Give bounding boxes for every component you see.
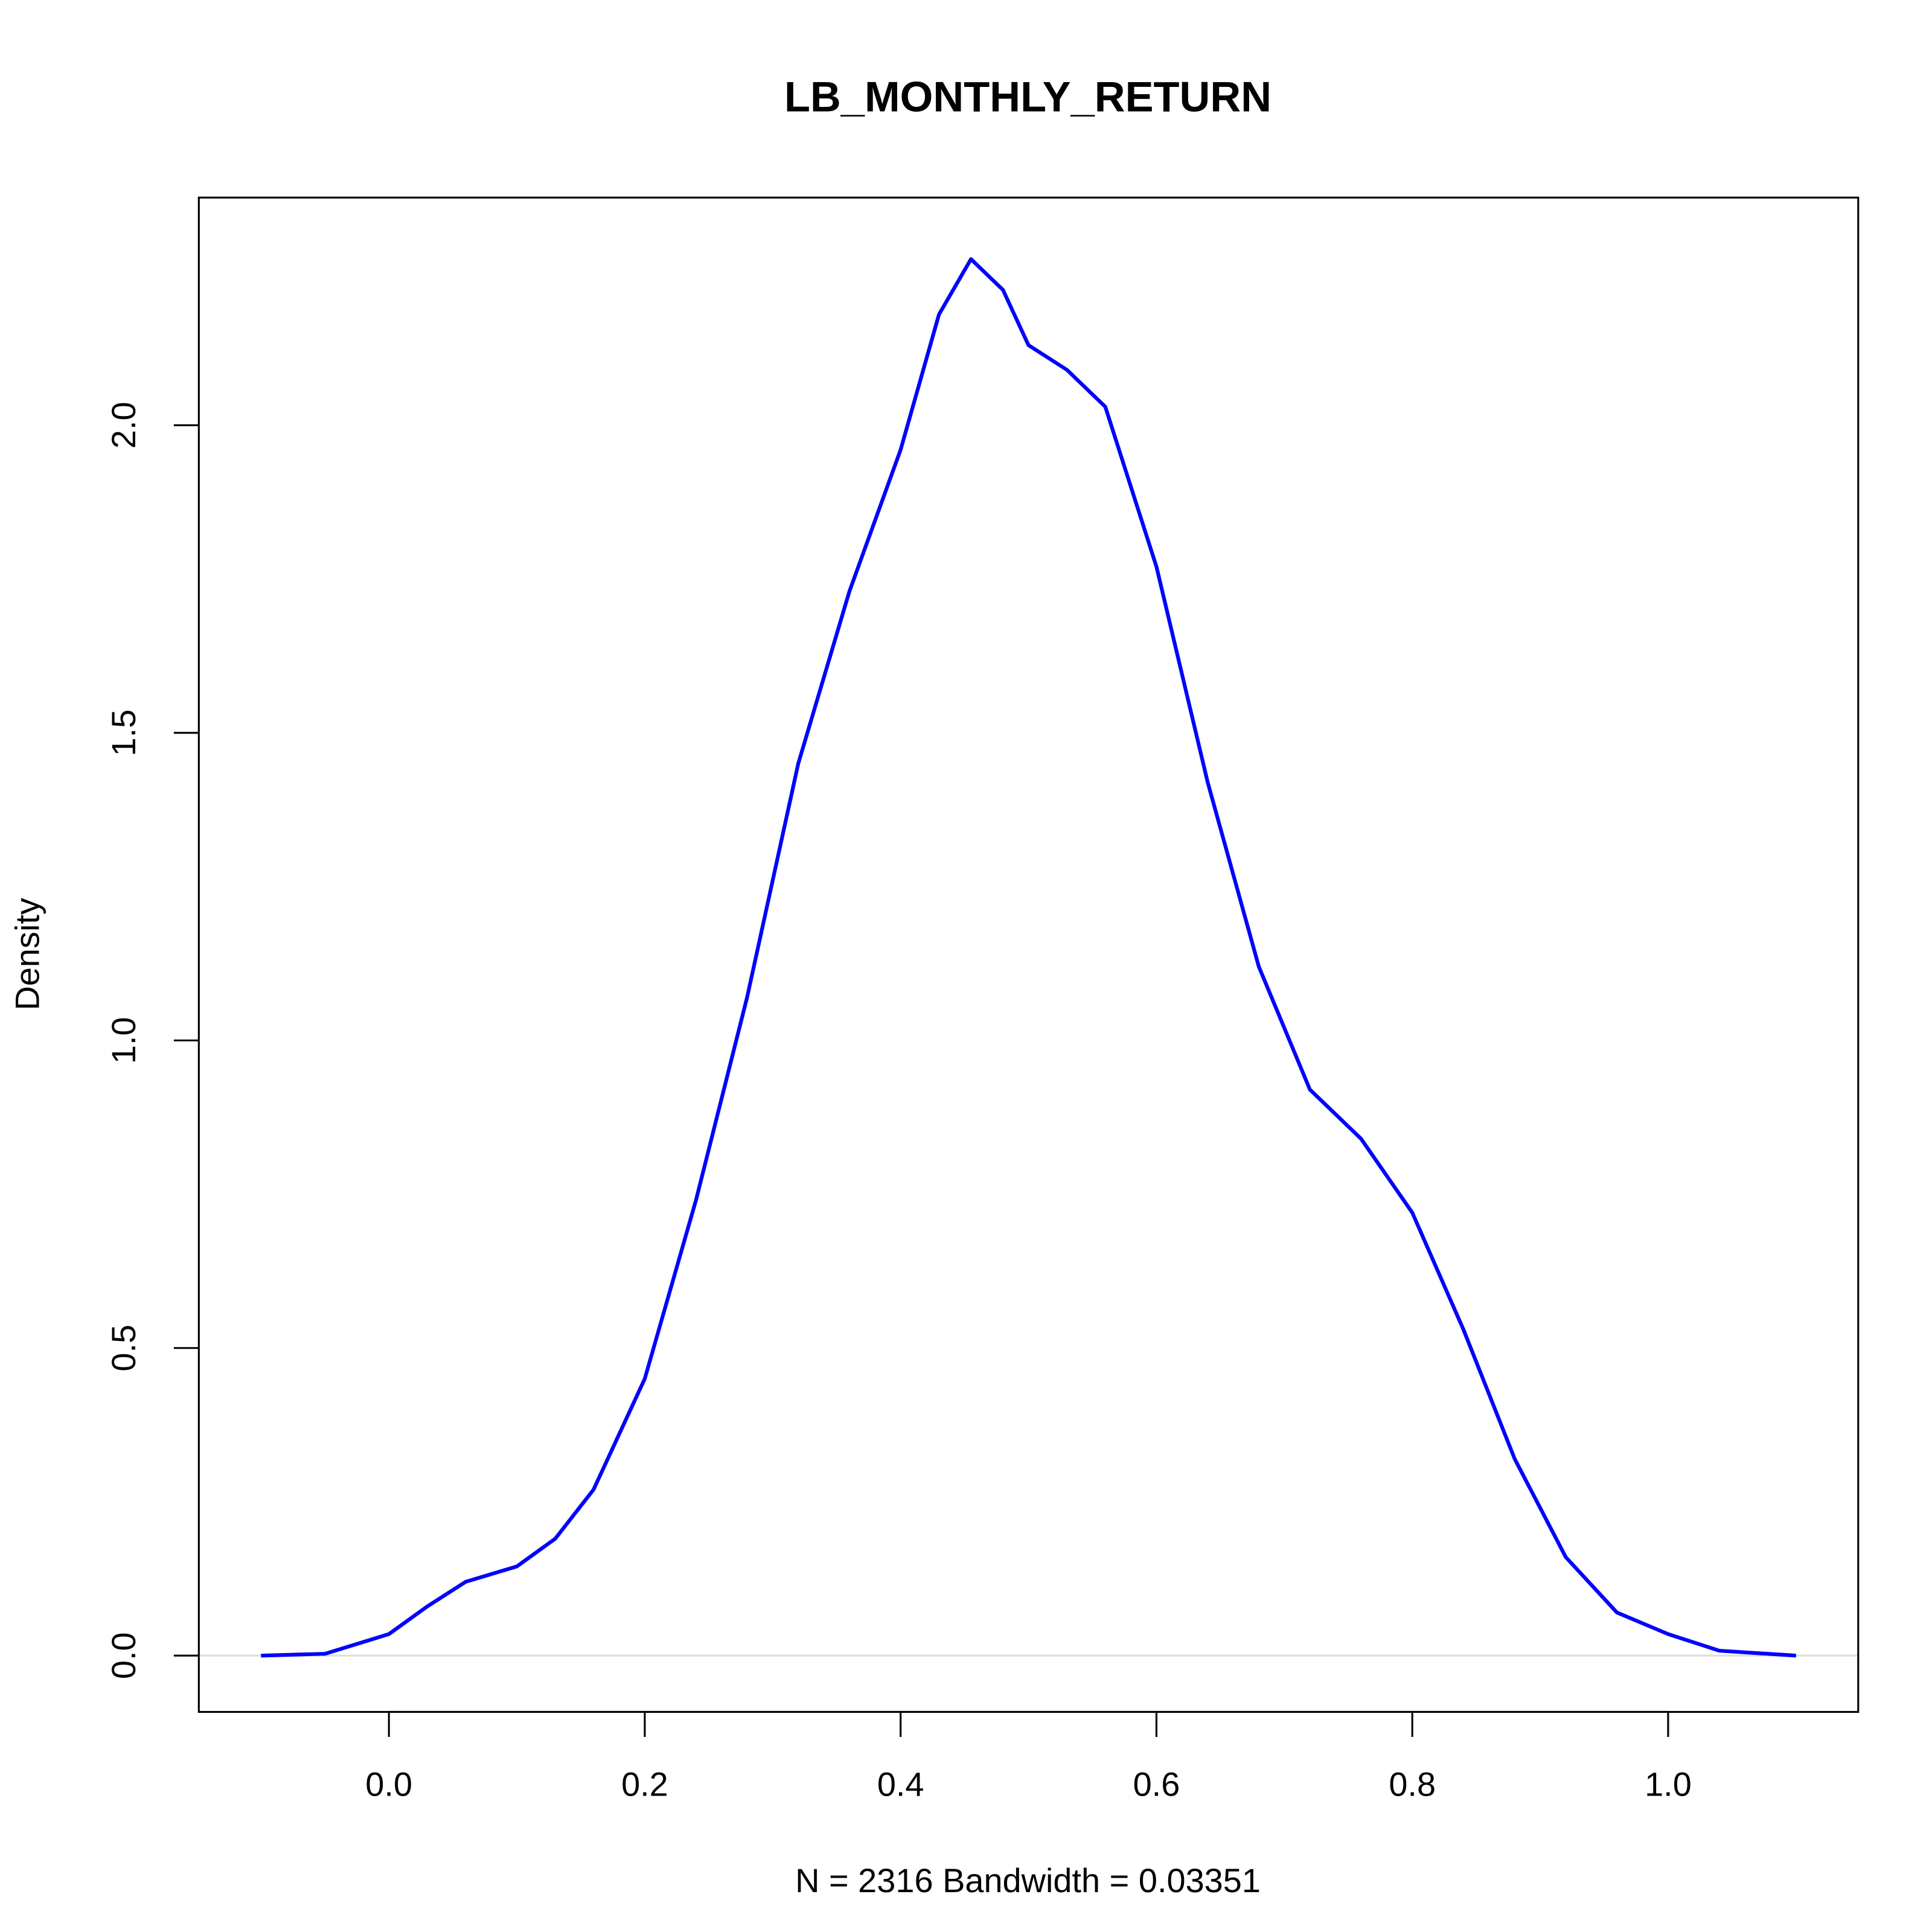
plot-frame xyxy=(197,196,1860,1713)
x-tick-label: 0.4 xyxy=(877,1765,924,1803)
x-tick-label: 0.6 xyxy=(1133,1765,1180,1803)
y-tick-label: 1.5 xyxy=(104,709,142,756)
x-tick-label: 1.0 xyxy=(1645,1765,1692,1803)
x-axis-label: N = 2316 Bandwidth = 0.03351 xyxy=(795,1861,1261,1899)
y-tick-label: 0.0 xyxy=(104,1632,142,1679)
x-tick-label: 0.8 xyxy=(1389,1765,1436,1803)
x-tick-label: 0.0 xyxy=(365,1765,412,1803)
y-tick-label: 1.0 xyxy=(104,1017,142,1064)
y-axis-label: Density xyxy=(8,898,46,1010)
y-tick-label: 0.5 xyxy=(104,1325,142,1372)
density-line xyxy=(261,257,1797,1658)
y-tick-label: 2.0 xyxy=(104,401,142,449)
chart-title: LB_MONTHLY_RETURN xyxy=(784,72,1271,120)
x-tick-label: 0.2 xyxy=(621,1765,668,1803)
